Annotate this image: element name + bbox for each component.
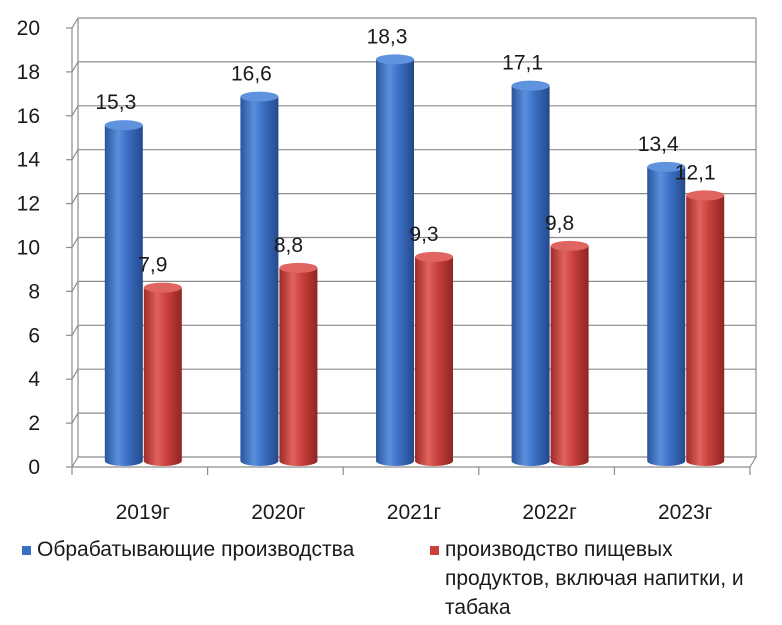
bar-top — [550, 240, 589, 251]
data-label: 7,9 — [138, 254, 167, 277]
gridline-depth — [71, 281, 79, 292]
y-tick-label: 12 — [17, 193, 40, 216]
legend-label-series-2-line-3: табака — [445, 596, 511, 619]
bar-manufacturing — [240, 96, 279, 466]
bar-top — [104, 120, 143, 131]
data-label: 9,3 — [409, 223, 438, 246]
x-tick-label: 2023г — [658, 501, 713, 524]
legend-item-series-2: производство пищевых продуктов, включая … — [430, 535, 744, 622]
y-tick-label: 14 — [17, 149, 41, 172]
gridline-depth — [71, 61, 79, 73]
bar-top — [240, 91, 279, 102]
x-tick-label: 2021г — [387, 501, 442, 524]
bar-top — [511, 80, 550, 91]
data-labels: 15,3 7,9 16,6 8,8 18,3 9,3 17,1 9,8 13,4 12,1 — [95, 25, 715, 276]
data-label: 16,6 — [231, 63, 272, 86]
bar-top — [279, 262, 318, 273]
x-tick-label: 2019г — [116, 501, 171, 524]
bar-top — [143, 282, 182, 293]
x-axis: 2019г 2020г 2021г 2022г 2023г — [71, 467, 751, 524]
y-tick-label: 18 — [17, 61, 40, 84]
legend-label-series-1: Обрабатывающие производства — [37, 538, 355, 561]
legend-label-series-2-line-1: производство пищевых — [445, 538, 673, 561]
data-label: 15,3 — [95, 91, 136, 114]
gridline-depth — [71, 237, 79, 248]
gridline-depth — [71, 105, 79, 117]
floor-right-edge — [749, 456, 757, 468]
bar-manufacturing — [104, 125, 143, 466]
legend-swatch-blue — [22, 546, 31, 555]
bar-top — [647, 161, 686, 172]
y-tick-label: 6 — [28, 324, 40, 347]
data-label: 8,8 — [274, 234, 303, 257]
y-tick-label: 8 — [28, 280, 40, 303]
bar-manufacturing — [376, 59, 415, 467]
bars — [104, 54, 725, 467]
legend: Обрабатывающие производства производство… — [0, 535, 782, 625]
data-label: 12,1 — [675, 161, 716, 184]
x-tick-label: 2022г — [522, 501, 577, 524]
y-axis: 0 2 4 6 8 10 12 14 16 18 20 — [17, 17, 72, 479]
y-tick-label: 4 — [28, 368, 40, 391]
bar-food-production — [279, 267, 318, 467]
gridline-depth — [71, 193, 79, 204]
bar-manufacturing — [511, 85, 550, 467]
bar-food-production — [686, 195, 725, 467]
data-label: 17,1 — [502, 52, 543, 75]
legend-item-series-1: Обрабатывающие производства — [22, 535, 354, 564]
bar-food-production — [550, 245, 589, 467]
bar-top — [376, 54, 415, 65]
legend-swatch-red — [430, 546, 439, 555]
gridline-depth — [71, 324, 79, 336]
gridline-depth — [71, 149, 79, 161]
data-label: 9,8 — [545, 212, 574, 235]
bar-top — [415, 251, 454, 262]
gridline-depth — [71, 456, 79, 468]
gridline-depth — [71, 17, 79, 29]
gridline-depth — [71, 412, 79, 424]
data-label: 13,4 — [638, 133, 679, 156]
bar-food-production — [415, 256, 454, 467]
y-tick-label: 2 — [28, 412, 40, 435]
y-tick-label: 0 — [28, 456, 40, 479]
gridline-depth — [71, 368, 79, 380]
legend-label-series-2-line-2: продуктов, включая напитки, и — [445, 567, 744, 590]
bar-food-production — [143, 287, 182, 466]
x-tick-label: 2020г — [251, 501, 306, 524]
bar-manufacturing — [647, 166, 686, 467]
y-tick-label: 16 — [17, 105, 40, 128]
bar-top — [686, 190, 725, 201]
y-tick-label: 20 — [17, 17, 40, 40]
data-label: 18,3 — [367, 25, 408, 48]
y-tick-label: 10 — [17, 237, 40, 260]
